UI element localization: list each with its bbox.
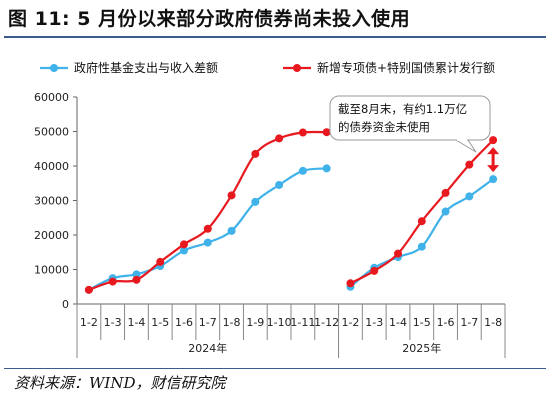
series-2-point [251, 149, 260, 158]
series-2-point [489, 136, 498, 145]
legend-label: 政府性基金支出与收入差额 [74, 60, 218, 75]
x-tick-label: 1-10 [267, 316, 292, 329]
chart-title: 图 11: 5 月份以来部分政府债券尚未投入使用 [8, 8, 411, 30]
series-1-point [322, 164, 331, 173]
legend-swatch-marker [293, 64, 301, 72]
series-2-point [465, 160, 474, 169]
annotation-pointer [454, 139, 477, 153]
series-1-point [251, 197, 260, 206]
annotation-box [329, 95, 491, 141]
series-1-point [465, 192, 474, 201]
y-tick-label: 30000 [34, 195, 69, 208]
x-tick-label: 1-7 [460, 316, 478, 329]
series-1-point [417, 242, 426, 251]
series-2-point [180, 240, 188, 249]
group-label: 2024年 [188, 341, 227, 355]
title-divider [4, 36, 546, 38]
y-tick-label: 10000 [34, 264, 69, 277]
series-1-point [489, 175, 498, 184]
series-line-2 [88, 130, 327, 291]
series-2-point [298, 128, 307, 137]
annotation-line-1: 截至8月末，有约1.1万亿 [338, 102, 467, 116]
x-tick-label: 1-3 [365, 316, 383, 329]
footer-divider [4, 368, 546, 369]
x-tick-label: 1-12 [314, 316, 339, 329]
series-1-point [227, 226, 236, 235]
series-1-point [441, 207, 450, 216]
series-2-point [441, 188, 450, 197]
y-tick-label: 60000 [34, 91, 69, 104]
series-2-point [417, 217, 426, 226]
annotation-line-2: 的债券资金未使用 [338, 120, 430, 134]
x-tick-label: 1-4 [389, 316, 407, 329]
y-tick-label: 20000 [34, 229, 69, 242]
y-tick-label: 50000 [34, 126, 69, 139]
x-tick-label: 1-6 [437, 316, 455, 329]
series-2-point [322, 128, 331, 137]
y-tick-label: 0 [62, 298, 69, 311]
series-2-point [84, 285, 93, 294]
y-tick-label: 40000 [34, 160, 69, 173]
x-tick-label: 1-9 [246, 316, 264, 329]
x-tick-label: 1-11 [290, 316, 315, 329]
series-1-point [132, 270, 141, 279]
group-label: 2025年 [402, 341, 441, 355]
series-2-point [227, 191, 236, 200]
series-1-point [275, 180, 284, 189]
x-tick-label: 1-8 [484, 316, 502, 329]
x-tick-label: 1-3 [104, 316, 122, 329]
gap-arrow-head-up [487, 147, 500, 155]
series-2-point [132, 275, 141, 284]
series-1-point [180, 246, 188, 255]
source-note: 资料来源：WIND，财信研究院 [14, 374, 226, 392]
legend-label: 新增专项债+特别国债累计发行额 [317, 60, 495, 75]
x-tick-label: 1-2 [341, 316, 359, 329]
x-tick-label: 1-5 [413, 316, 431, 329]
x-tick-label: 1-2 [80, 316, 98, 329]
series-1-point [203, 238, 212, 247]
series-2-point [108, 277, 117, 286]
x-tick-label: 1-6 [175, 316, 193, 329]
gap-arrow-head-down [487, 165, 500, 173]
x-tick-label: 1-5 [151, 316, 169, 329]
series-1-point [298, 166, 307, 175]
legend-swatch-marker [50, 64, 58, 72]
x-tick-label: 1-7 [199, 316, 217, 329]
x-tick-label: 1-8 [223, 316, 241, 329]
series-2-point [346, 279, 355, 288]
series-2-point [370, 266, 379, 275]
series-2-point [203, 224, 212, 233]
series-2-point [394, 249, 402, 258]
x-tick-label: 1-4 [127, 316, 145, 329]
series-2-point [156, 257, 165, 266]
series-2-point [275, 134, 284, 143]
